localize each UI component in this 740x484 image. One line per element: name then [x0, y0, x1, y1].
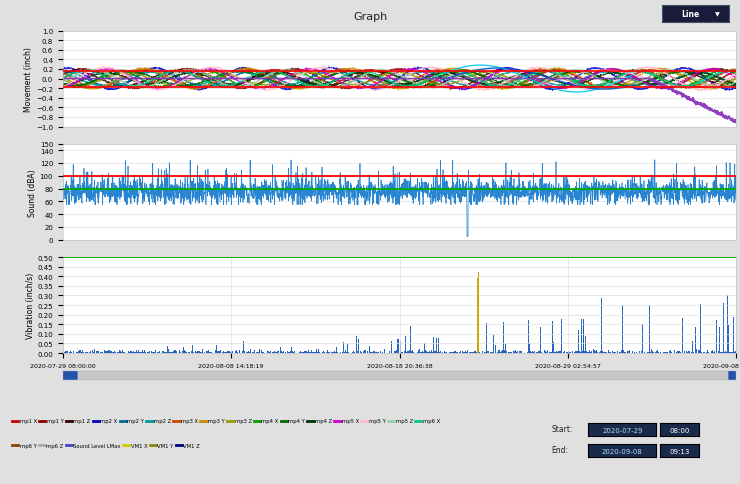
Legend: mp6 Y, mp6 Z, Sound Level LMax, VM1 X, VM1 Y, VM1 Z: mp6 Y, mp6 Z, Sound Level LMax, VM1 X, V… — [10, 441, 202, 450]
Y-axis label: Movement (inch): Movement (inch) — [24, 47, 33, 112]
Text: 2020-07-29: 2020-07-29 — [602, 427, 642, 433]
Text: 08:00: 08:00 — [669, 427, 690, 433]
Text: End:: End: — [551, 445, 568, 454]
X-axis label: Time: Time — [388, 371, 411, 380]
FancyBboxPatch shape — [729, 372, 740, 379]
Text: Line: Line — [681, 10, 699, 19]
Legend: mp1 X, mp1 Y, mp1 Z, mp2 X, mp2 Y, mp2 Z, mp3 X, mp3 Y, mp3 Z, mp4 X, mp4 Y, mp4: mp1 X, mp1 Y, mp1 Z, mp2 X, mp2 Y, mp2 Z… — [10, 417, 442, 426]
Text: Graph: Graph — [353, 12, 387, 22]
Y-axis label: Sound (dBA): Sound (dBA) — [28, 168, 37, 216]
FancyBboxPatch shape — [61, 372, 77, 379]
Y-axis label: Vibration (inch/s): Vibration (inch/s) — [26, 272, 35, 338]
Text: ▼: ▼ — [715, 12, 719, 17]
Text: 09:13: 09:13 — [669, 448, 690, 454]
Text: 2020-09-08: 2020-09-08 — [602, 448, 643, 454]
Text: Start:: Start: — [551, 424, 573, 433]
